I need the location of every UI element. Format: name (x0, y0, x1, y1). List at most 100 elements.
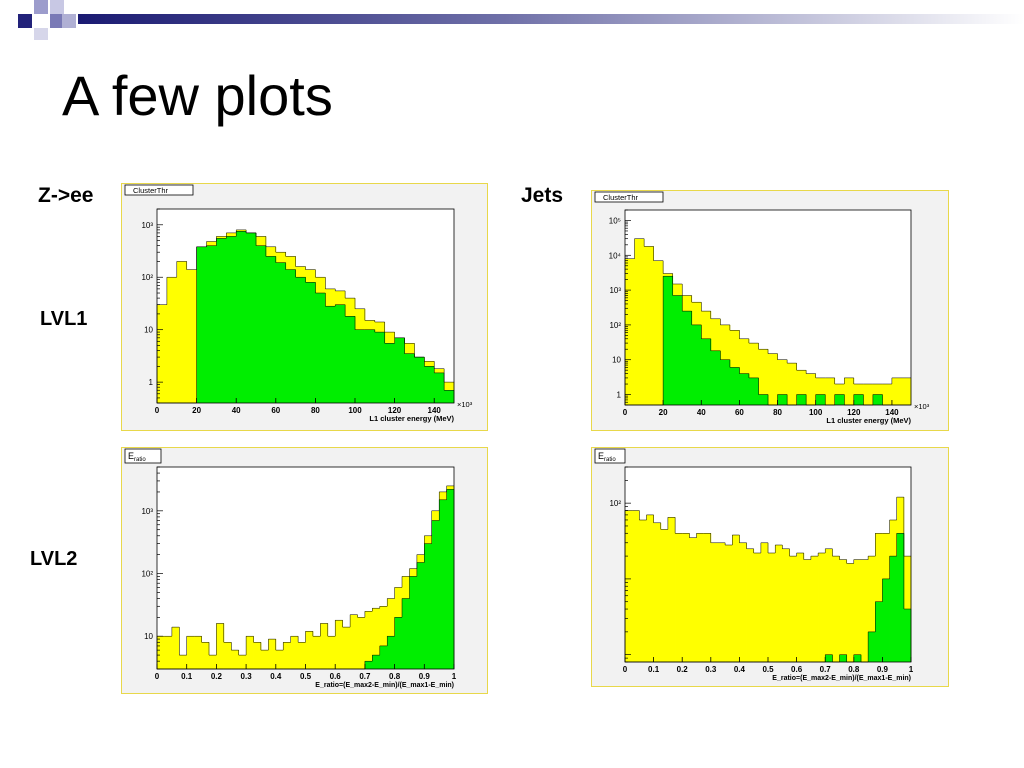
histogram-bar (653, 522, 662, 662)
histogram-bar (416, 562, 425, 669)
histogram-bar (231, 650, 240, 669)
x-tick-label: 0.5 (300, 672, 312, 681)
x-tick-label: 20 (659, 408, 668, 417)
histogram-bar (834, 394, 845, 405)
x-tick-label: 60 (271, 406, 280, 415)
histogram-bar (424, 543, 433, 669)
x-tick-label: 0.4 (734, 665, 746, 674)
histogram-bar (315, 293, 326, 403)
histogram-bar (846, 563, 855, 662)
histogram-bar (815, 377, 826, 405)
histogram-bar (717, 542, 726, 662)
histogram-bar (394, 337, 405, 403)
x-tick-label: 0.5 (762, 665, 774, 674)
y-tick-label: 1 (617, 391, 622, 400)
header-square (18, 14, 32, 28)
histogram-bar (387, 598, 396, 669)
x-tick-label: 20 (192, 406, 201, 415)
histogram-bar (806, 373, 817, 405)
histogram-bar (384, 343, 395, 403)
histogram-bar (634, 238, 645, 405)
histogram-bar (325, 306, 336, 403)
histogram-bar (265, 256, 277, 403)
y-tick-label: 10² (609, 499, 621, 508)
y-tick-label: 10⁵ (609, 216, 621, 225)
x-tick-label: 0 (155, 406, 160, 415)
histogram-bar (760, 542, 769, 662)
histogram-bar (208, 655, 217, 669)
stat-box-label: ClusterThr (603, 193, 639, 202)
histogram-bar (860, 559, 869, 662)
histogram-bar (355, 329, 366, 403)
histogram-bar (364, 611, 373, 669)
histogram-bar (298, 642, 306, 669)
histogram-bar (246, 636, 254, 669)
histogram-bar (844, 377, 855, 405)
histogram-bar (275, 262, 287, 403)
row-label-lvl2: LVL2 (30, 548, 78, 570)
histogram-bar (682, 533, 690, 662)
histogram-bar (431, 520, 440, 669)
header-square (34, 0, 48, 14)
histogram-bar (179, 655, 188, 669)
histogram-bar (691, 324, 702, 405)
histogram-bar (875, 601, 883, 662)
x-axis-label: E_ratio=(E_max2-E_min)/(E_max1-E_min) (315, 682, 454, 689)
x-tick-label: 0.9 (419, 672, 431, 681)
histogram-bar (810, 556, 819, 662)
histogram-bar (350, 614, 358, 669)
histogram-bar (882, 384, 893, 405)
histogram-bar (345, 316, 356, 403)
histogram-bar (176, 261, 188, 403)
histogram-bar (223, 642, 232, 669)
histogram-bar (256, 245, 267, 403)
histogram-bar (782, 548, 790, 662)
histogram-bar (186, 269, 197, 403)
header-decoration (18, 0, 1024, 40)
histogram-bar (216, 623, 225, 669)
histogram-bar (246, 232, 257, 403)
histogram-bar (305, 631, 314, 669)
x-tick-label: 80 (773, 408, 782, 417)
histogram-bar (720, 359, 731, 405)
histogram-bar (364, 329, 376, 403)
histogram-bar (889, 556, 898, 662)
x-tick-label: 0.2 (211, 672, 223, 681)
histogram-bar (653, 260, 664, 405)
x-axis-label: L1 cluster energy (MeV) (369, 414, 454, 423)
x-tick-label: 0.4 (270, 672, 282, 681)
histogram-bar (194, 636, 202, 669)
histogram-bar (663, 276, 674, 405)
histogram-bar (372, 655, 381, 669)
x-axis-multiplier: ×10³ (457, 400, 473, 409)
histogram-bar (758, 349, 769, 405)
histogram-bar (729, 367, 740, 405)
histogram-bar (290, 636, 299, 669)
histogram-bar (710, 350, 721, 405)
x-tick-label: 0.7 (359, 672, 371, 681)
histogram-bar (896, 533, 905, 662)
x-tick-label: 0.6 (791, 665, 803, 674)
histogram-bar (434, 372, 445, 403)
y-tick-label: 10³ (141, 507, 153, 516)
histogram-zee-lvl1: ClusterThr 0 20 40 60 80 100 120 140 1 10 10² 10³ L1 … (121, 183, 488, 431)
x-tick-label: 0 (623, 408, 628, 417)
histogram-bar (903, 609, 912, 662)
histogram-bar (275, 650, 284, 669)
histogram-bar (646, 514, 654, 662)
histogram-bar (875, 533, 883, 662)
histogram-bar (863, 384, 874, 405)
histogram-bar (660, 529, 669, 662)
histogram-bar (901, 377, 912, 405)
x-tick-label: 0.7 (820, 665, 832, 674)
histogram-bar (667, 517, 676, 662)
x-tick-label: 0.6 (330, 672, 342, 681)
histogram-bar (206, 245, 217, 403)
x-axis-multiplier: ×10³ (914, 402, 930, 411)
stat-box-label: ClusterThr (133, 186, 169, 195)
histogram-bar (632, 510, 640, 662)
histogram-bar (253, 642, 262, 669)
histogram-bar (746, 548, 755, 662)
histogram-bar (335, 304, 346, 403)
